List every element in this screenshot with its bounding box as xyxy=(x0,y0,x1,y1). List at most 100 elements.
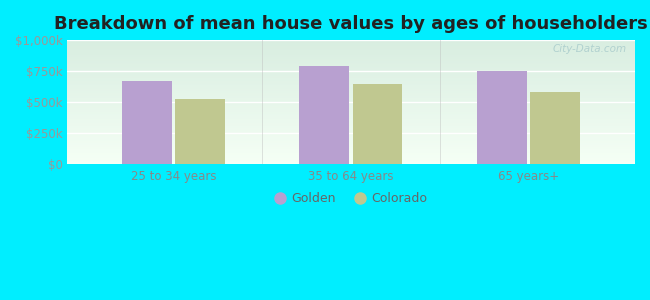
Bar xyxy=(67,68,635,69)
Bar xyxy=(67,102,635,103)
Text: City-Data.com: City-Data.com xyxy=(552,44,627,54)
Bar xyxy=(67,48,635,49)
Bar xyxy=(67,58,635,59)
Bar xyxy=(67,40,635,41)
Bar xyxy=(67,62,635,63)
Bar xyxy=(67,139,635,140)
Bar xyxy=(67,84,635,85)
Bar xyxy=(67,51,635,52)
Bar xyxy=(67,71,635,72)
Bar xyxy=(67,115,635,116)
Bar xyxy=(67,66,635,67)
Bar xyxy=(67,117,635,118)
Bar xyxy=(353,84,402,164)
Bar xyxy=(67,67,635,68)
Bar xyxy=(67,95,635,96)
Bar xyxy=(67,101,635,102)
Bar xyxy=(67,59,635,60)
Bar xyxy=(67,113,635,114)
Bar xyxy=(67,98,635,99)
Bar xyxy=(67,128,635,129)
Bar xyxy=(67,94,635,95)
Bar xyxy=(67,135,635,136)
Bar xyxy=(67,143,635,144)
Bar xyxy=(67,119,635,120)
Bar xyxy=(67,82,635,83)
Bar xyxy=(67,110,635,111)
Bar xyxy=(67,50,635,51)
Bar xyxy=(67,156,635,157)
Bar xyxy=(67,44,635,45)
Bar xyxy=(67,129,635,130)
Bar xyxy=(67,160,635,161)
Bar xyxy=(67,81,635,82)
Bar xyxy=(67,70,635,71)
Bar xyxy=(67,116,635,117)
Bar xyxy=(67,42,635,43)
Bar xyxy=(67,61,635,62)
Bar xyxy=(67,85,635,86)
Bar xyxy=(67,105,635,106)
Bar xyxy=(67,108,635,109)
Bar xyxy=(67,163,635,164)
Bar xyxy=(67,53,635,54)
Bar xyxy=(67,158,635,159)
Bar xyxy=(67,126,635,127)
Bar xyxy=(67,89,635,90)
Bar xyxy=(67,134,635,135)
Bar xyxy=(67,93,635,94)
Bar xyxy=(67,136,635,137)
Bar xyxy=(67,65,635,66)
Bar xyxy=(67,49,635,50)
Bar xyxy=(67,136,635,137)
Bar xyxy=(477,70,526,164)
Bar xyxy=(176,99,225,164)
Bar xyxy=(67,100,635,101)
Bar xyxy=(67,133,635,134)
Bar xyxy=(67,55,635,56)
Bar xyxy=(67,154,635,155)
Bar xyxy=(67,125,635,126)
Bar xyxy=(67,123,635,124)
Bar xyxy=(67,87,635,88)
Bar xyxy=(67,79,635,80)
Bar xyxy=(67,130,635,131)
Bar xyxy=(67,124,635,125)
Bar xyxy=(67,147,635,148)
Bar xyxy=(67,74,635,75)
Bar xyxy=(67,142,635,143)
Bar xyxy=(67,149,635,150)
Bar xyxy=(300,66,349,164)
Bar xyxy=(67,60,635,61)
Bar xyxy=(67,47,635,48)
Bar xyxy=(67,162,635,163)
Bar xyxy=(67,86,635,87)
Bar xyxy=(67,45,635,46)
Bar xyxy=(67,77,635,78)
Bar xyxy=(67,80,635,81)
Bar xyxy=(67,148,635,149)
Bar xyxy=(67,152,635,153)
Bar xyxy=(67,151,635,152)
Bar xyxy=(67,83,635,84)
Bar xyxy=(67,145,635,146)
Bar xyxy=(67,132,635,133)
Bar xyxy=(67,112,635,113)
Bar xyxy=(67,97,635,98)
Bar xyxy=(67,107,635,108)
Bar xyxy=(67,63,635,64)
Bar xyxy=(67,109,635,110)
Bar xyxy=(67,131,635,132)
Bar xyxy=(67,138,635,139)
Bar xyxy=(67,52,635,53)
Bar xyxy=(67,78,635,79)
Bar xyxy=(67,96,635,97)
Bar xyxy=(67,75,635,76)
Bar xyxy=(67,72,635,73)
Bar xyxy=(530,92,580,164)
Bar xyxy=(67,121,635,122)
Bar xyxy=(67,90,635,91)
Bar xyxy=(67,56,635,57)
Bar xyxy=(67,153,635,154)
Bar xyxy=(67,159,635,160)
